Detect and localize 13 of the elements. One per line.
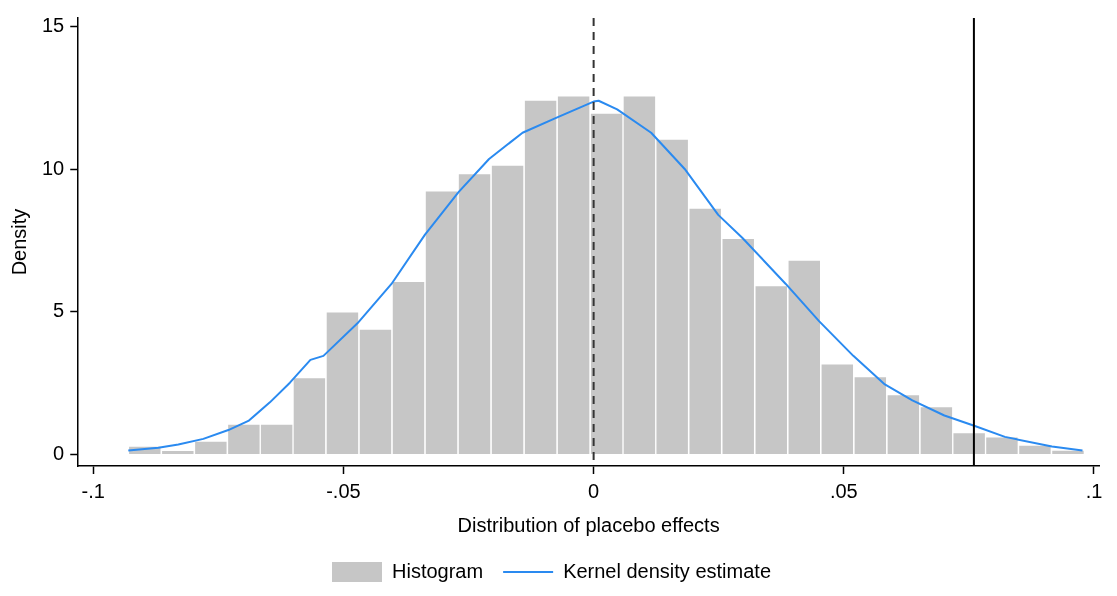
legend-label: Kernel density estimate bbox=[563, 559, 772, 582]
x-axis-title: Distribution of placebo effects bbox=[457, 513, 720, 536]
legend-label: Histogram bbox=[391, 559, 484, 582]
x-tick-label: -.1 bbox=[81, 479, 105, 502]
x-tick-label: -.05 bbox=[326, 479, 361, 502]
x-tick-label: 0 bbox=[588, 479, 600, 502]
y-axis-title: Density bbox=[7, 208, 30, 276]
y-tick-label: 5 bbox=[53, 299, 65, 322]
y-tick-label: 15 bbox=[42, 14, 65, 37]
y-tick-label: 10 bbox=[42, 156, 65, 179]
x-tick-label: .05 bbox=[829, 479, 858, 502]
x-tick-label: .1 bbox=[1085, 479, 1103, 502]
y-tick-label: 0 bbox=[53, 442, 65, 465]
